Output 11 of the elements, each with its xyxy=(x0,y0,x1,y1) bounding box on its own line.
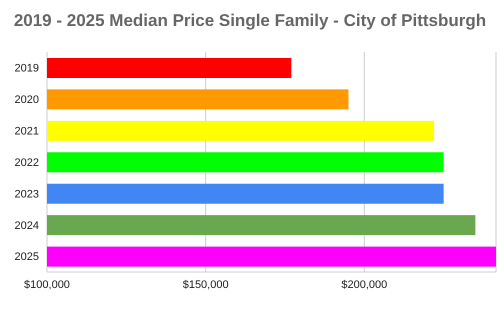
y-tick-label: 2022 xyxy=(14,156,39,169)
y-tick-label: 2023 xyxy=(14,188,39,200)
chart-title: 2019 - 2025 Median Price Single Family - City of Pittsburgh xyxy=(12,10,488,32)
y-tick-label: 2020 xyxy=(14,94,39,106)
x-tick-label: $100,000 xyxy=(24,278,70,291)
y-tick-label: 2025 xyxy=(14,251,39,264)
y-tick-label: 2021 xyxy=(14,125,39,138)
y-tick-label: 2024 xyxy=(14,220,39,232)
x-tick-label: $200,000 xyxy=(341,278,388,291)
y-tick-label: 2019 xyxy=(14,62,39,75)
x-tick-label: $150,000 xyxy=(182,278,229,291)
